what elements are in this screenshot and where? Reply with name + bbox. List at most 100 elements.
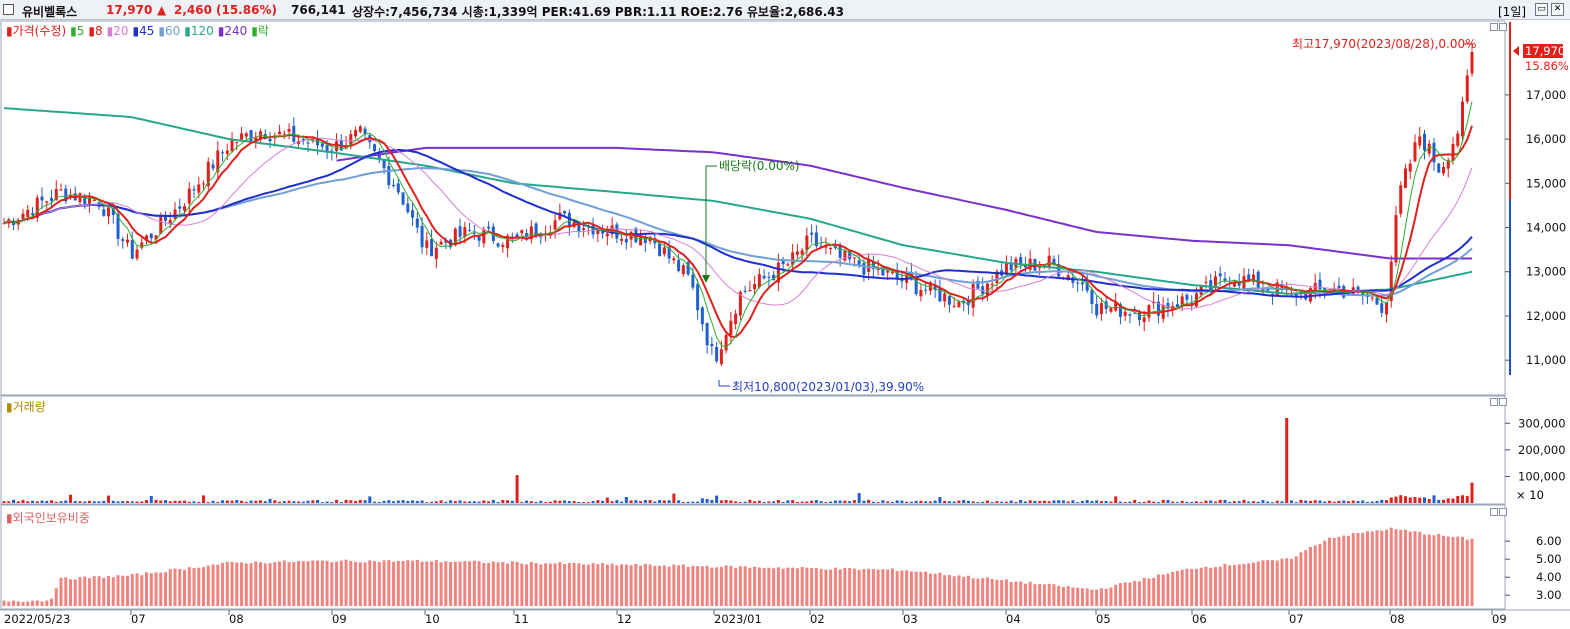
candle-body — [1133, 312, 1137, 314]
volume-bar — [743, 501, 747, 503]
foreign-ratio-bar — [311, 560, 315, 606]
foreign-ratio-bar — [306, 561, 310, 606]
volume-bars — [2, 418, 1474, 503]
x-tick-label: 07 — [1289, 612, 1304, 626]
foreign-ratio-bar — [886, 569, 890, 606]
volume-bar — [216, 502, 220, 503]
candle-body — [425, 240, 429, 248]
volume-bar — [392, 501, 396, 503]
x-tick-label: 2023/01 — [714, 612, 762, 626]
foreign-ratio-bar — [653, 565, 657, 606]
foreign-ratio-bar — [848, 568, 852, 606]
x-tick-label: 02 — [810, 612, 825, 626]
stock-name[interactable]: 유비벨록스 — [22, 5, 78, 19]
candle-body — [145, 235, 149, 241]
volume-bar — [444, 501, 448, 503]
candle-body — [1095, 304, 1099, 316]
candle-body — [1023, 264, 1027, 268]
candle-body — [1090, 289, 1094, 304]
volume-bar — [1156, 502, 1160, 503]
volume-bar — [715, 495, 719, 503]
select-checkbox[interactable] — [3, 4, 14, 15]
price-panel-close-icon[interactable] — [1499, 23, 1507, 31]
candle-body — [1413, 142, 1417, 162]
foreign-ratio-bar — [1432, 535, 1436, 606]
price-change: 2,460 — [174, 3, 212, 17]
volume-bar — [639, 501, 643, 503]
candle-body — [31, 213, 35, 216]
price-y-tick: 14,000 — [1526, 221, 1566, 235]
volume-bar — [1209, 500, 1213, 503]
foreign-ratio-bar — [624, 564, 628, 606]
volume-bar — [748, 499, 752, 503]
candle-body — [221, 152, 225, 154]
candle-body — [795, 251, 799, 255]
volume-bar — [363, 500, 367, 503]
foreign-ratio-bar — [1418, 531, 1422, 606]
foreign-panel-close-icon[interactable] — [1499, 508, 1507, 516]
candle-body — [601, 231, 605, 234]
close-icon[interactable]: ✕ — [1551, 3, 1564, 16]
candle-body — [59, 189, 63, 191]
foreign-ratio-bar — [354, 561, 358, 606]
period-selector[interactable]: [1일] — [1498, 5, 1527, 19]
volume-bar — [1422, 497, 1426, 503]
foreign-ratio-bar — [586, 564, 590, 606]
window-restore-icon[interactable]: ▭ — [1535, 3, 1548, 16]
volume-bar — [705, 499, 709, 503]
volume-bar — [482, 500, 486, 503]
candle-body — [620, 238, 624, 241]
candle-body — [810, 232, 814, 235]
current-price-tag: 17,970 15.86% — [1513, 44, 1569, 73]
candle-body — [1232, 282, 1236, 287]
price-panel-minimize-icon[interactable] — [1490, 23, 1498, 31]
volume-bar — [890, 501, 894, 503]
candle-body — [40, 196, 44, 201]
foreign-ratio-bar — [16, 601, 20, 606]
volume-bar — [501, 499, 505, 503]
foreign-ratio-bar — [981, 578, 985, 606]
foreign-ratio-bar — [325, 560, 329, 606]
volume-bar — [990, 502, 994, 503]
foreign-ratio-bar — [691, 565, 695, 606]
candle-body — [164, 215, 168, 221]
candle-body — [159, 215, 163, 234]
foreign-panel-minimize-icon[interactable] — [1490, 508, 1498, 516]
volume-y-tick: 200,000 — [1518, 443, 1566, 457]
foreign-ratio-bar — [1318, 544, 1322, 606]
volume-bar — [225, 500, 229, 503]
foreign-ratio-bar — [700, 566, 704, 606]
volume-panel-minimize-icon[interactable] — [1490, 398, 1498, 406]
foreign-ratio-bar — [1323, 540, 1327, 606]
volume-bar — [510, 500, 514, 503]
volume-bar — [387, 500, 391, 503]
foreign-ratio-bar — [7, 601, 11, 606]
volume-bar — [1152, 501, 1156, 503]
candle-body — [515, 234, 519, 237]
foreign-ratio-bar — [368, 560, 372, 606]
volume-bar — [1185, 501, 1189, 503]
foreign-ratio-bar — [648, 564, 652, 606]
foreign-ratio-bar — [249, 563, 253, 606]
foreign-ratio-bar — [358, 562, 362, 606]
foreign-ratio-bar — [1090, 589, 1094, 606]
candle-body — [116, 213, 120, 239]
volume-bar — [1218, 499, 1222, 503]
foreign-ratio-bar — [1299, 552, 1303, 606]
volume-bar — [586, 502, 590, 503]
candle-body — [140, 242, 144, 248]
foreign-ratio-bar — [235, 562, 239, 606]
candle-body — [520, 230, 524, 234]
candle-body — [1175, 304, 1179, 307]
foreign-ratio-bar — [534, 563, 538, 606]
volume-panel-close-icon[interactable] — [1499, 398, 1507, 406]
candle-body — [149, 233, 153, 238]
volume-bar — [187, 501, 191, 503]
foreign-ratio-bar — [1361, 532, 1365, 606]
candle-body — [852, 257, 856, 259]
volume-bar — [762, 502, 766, 503]
candle-body — [662, 247, 666, 255]
foreign-ratio-bar — [444, 561, 448, 606]
foreign-ratio-bar — [187, 567, 191, 606]
